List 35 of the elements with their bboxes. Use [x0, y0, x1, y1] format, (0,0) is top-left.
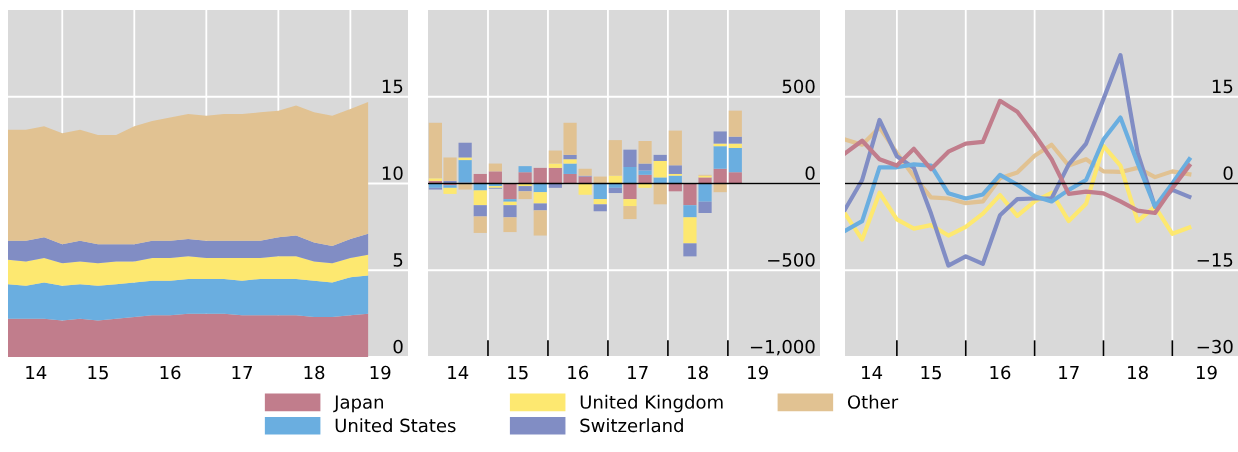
x-tick-label: 14 — [26, 365, 47, 380]
x-tick-label: 15 — [508, 365, 528, 380]
y-tick-label: 15 — [1212, 79, 1233, 94]
x-tick-label: 19 — [748, 365, 768, 380]
x-tick-label: 16 — [990, 365, 1011, 380]
x-tick-label: 16 — [568, 365, 589, 380]
x-tick-label: 16 — [160, 365, 181, 380]
y-tick-label: 15 — [382, 79, 403, 94]
legend-label: Switzerland — [580, 418, 683, 433]
y-tick-label: 500 — [782, 79, 815, 94]
x-tick-label: 17 — [1059, 365, 1079, 380]
y-tick-label: 5 — [393, 253, 403, 267]
x-tick-label: 14 — [448, 365, 469, 380]
x-tick-label: 18 — [688, 365, 708, 380]
y-tick-label: 0 — [805, 166, 815, 180]
legend-label: United Kingdom — [580, 394, 723, 413]
y-tick-label: 0 — [1223, 166, 1233, 180]
x-tick-label: 15 — [921, 365, 941, 380]
y-tick-label: −1,000 — [750, 339, 815, 356]
x-tick-label: 19 — [1196, 365, 1217, 380]
y-tick-label: −30 — [1197, 339, 1233, 354]
x-tick-label: 17 — [628, 365, 648, 380]
x-tick-label: 18 — [304, 365, 325, 380]
legend-label: United States — [335, 418, 456, 433]
y-tick-label: −500 — [768, 253, 815, 267]
y-tick-label: 0 — [393, 339, 403, 354]
x-tick-label: 19 — [370, 365, 391, 380]
x-tick-label: 18 — [1128, 365, 1148, 380]
x-tick-label: 15 — [88, 365, 108, 380]
y-tick-label: 10 — [382, 166, 403, 180]
x-tick-label: 14 — [862, 365, 883, 380]
legend-label: Other — [847, 394, 899, 409]
x-tick-label: 17 — [232, 365, 252, 380]
y-tick-label: −15 — [1197, 253, 1233, 267]
legend-label: Japan — [333, 395, 383, 413]
